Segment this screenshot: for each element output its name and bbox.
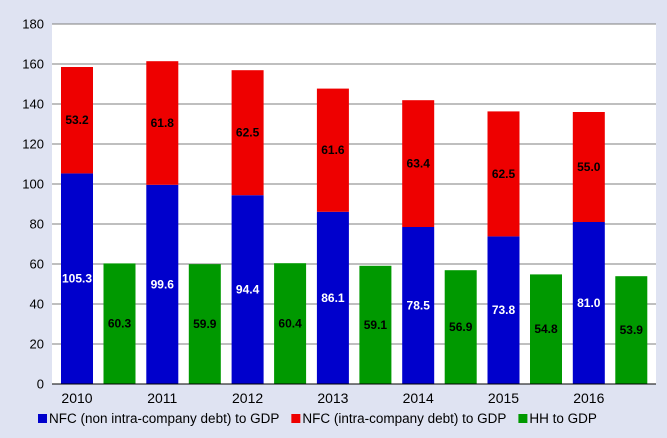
- bar-hh: [530, 274, 562, 384]
- data-label: 86.1: [321, 291, 345, 305]
- x-tick-label: 2016: [573, 390, 604, 406]
- legend-label: NFC (non intra-company debt) to GDP: [49, 411, 279, 426]
- data-label: 53.2: [65, 113, 89, 127]
- x-axis-categories: 2010 2011 2012 2013 2014 2015 2016: [61, 390, 604, 406]
- y-tick-label: 180: [22, 17, 44, 32]
- data-label: 61.6: [321, 143, 345, 157]
- bar-nfc-non-intra: [316, 211, 349, 384]
- data-label: 94.4: [236, 283, 260, 297]
- data-labels: 105.3 53.2 60.3 99.6 61.8 59.9 94.4 62.5 60.4 86.…: [62, 113, 643, 337]
- bar-nfc-intra: [61, 67, 93, 174]
- data-label: 53.9: [620, 323, 644, 337]
- legend-swatch: [38, 414, 47, 423]
- y-axis-ticks: 0 20 40 60 80 100 120 140 160 180: [22, 17, 44, 392]
- bar-hh: [103, 263, 136, 384]
- legend-label: HH to GDP: [529, 411, 597, 426]
- bar-nfc-non-intra: [61, 173, 93, 384]
- data-label: 61.8: [151, 116, 175, 130]
- bar-nfc-non-intra: [572, 222, 605, 384]
- data-label: 63.4: [407, 157, 431, 171]
- bars: [61, 61, 648, 384]
- y-tick-label: 140: [22, 97, 44, 112]
- legend: NFC (non intra-company debt) to GDP NFC (…: [38, 411, 597, 426]
- y-tick-label: 40: [30, 297, 44, 312]
- y-tick-label: 80: [30, 217, 44, 232]
- data-label: 60.3: [108, 317, 132, 331]
- y-tick-label: 0: [37, 377, 44, 392]
- data-label: 105.3: [62, 272, 92, 286]
- data-label: 59.1: [364, 318, 388, 332]
- data-label: 59.9: [193, 317, 217, 331]
- legend-swatch: [518, 414, 528, 423]
- data-label: 56.9: [449, 320, 473, 334]
- legend-swatch: [291, 414, 301, 423]
- bar-nfc-intra: [402, 100, 435, 227]
- data-label: 81.0: [577, 296, 601, 310]
- data-label: 60.4: [278, 317, 302, 331]
- x-tick-label: 2015: [488, 390, 519, 406]
- x-tick-label: 2014: [403, 390, 434, 406]
- bar-hh: [615, 276, 648, 384]
- bar-nfc-non-intra: [487, 236, 520, 384]
- y-tick-label: 120: [22, 137, 44, 152]
- bar-hh: [359, 265, 392, 384]
- plot-area: [52, 24, 656, 384]
- y-tick-label: 100: [22, 177, 44, 192]
- y-tick-label: 20: [30, 337, 44, 352]
- bar-nfc-intra: [316, 88, 349, 212]
- y-tick-label: 160: [22, 57, 44, 72]
- data-label: 55.0: [577, 160, 601, 174]
- data-label: 62.5: [492, 167, 516, 181]
- bar-hh: [444, 270, 477, 384]
- x-tick-label: 2010: [61, 390, 92, 406]
- bar-nfc-intra: [572, 112, 605, 222]
- bar-nfc-intra: [231, 70, 264, 196]
- bar-hh: [188, 264, 221, 384]
- y-tick-label: 60: [30, 257, 44, 272]
- data-label: 73.8: [492, 303, 516, 317]
- bar-nfc-intra: [487, 111, 520, 237]
- legend-label: NFC (intra-company debt) to GDP: [302, 411, 506, 426]
- x-tick-label: 2012: [232, 390, 263, 406]
- bar-nfc-non-intra: [402, 227, 435, 384]
- x-tick-label: 2011: [147, 390, 177, 406]
- data-label: 78.5: [407, 299, 431, 313]
- bar-nfc-intra: [146, 61, 179, 185]
- data-label: 99.6: [151, 277, 175, 291]
- bar-nfc-non-intra: [231, 195, 264, 384]
- bar-hh: [274, 263, 307, 384]
- data-label: 54.8: [534, 322, 558, 336]
- x-tick-label: 2013: [317, 390, 348, 406]
- bar-nfc-non-intra: [146, 184, 179, 384]
- data-label: 62.5: [236, 126, 260, 140]
